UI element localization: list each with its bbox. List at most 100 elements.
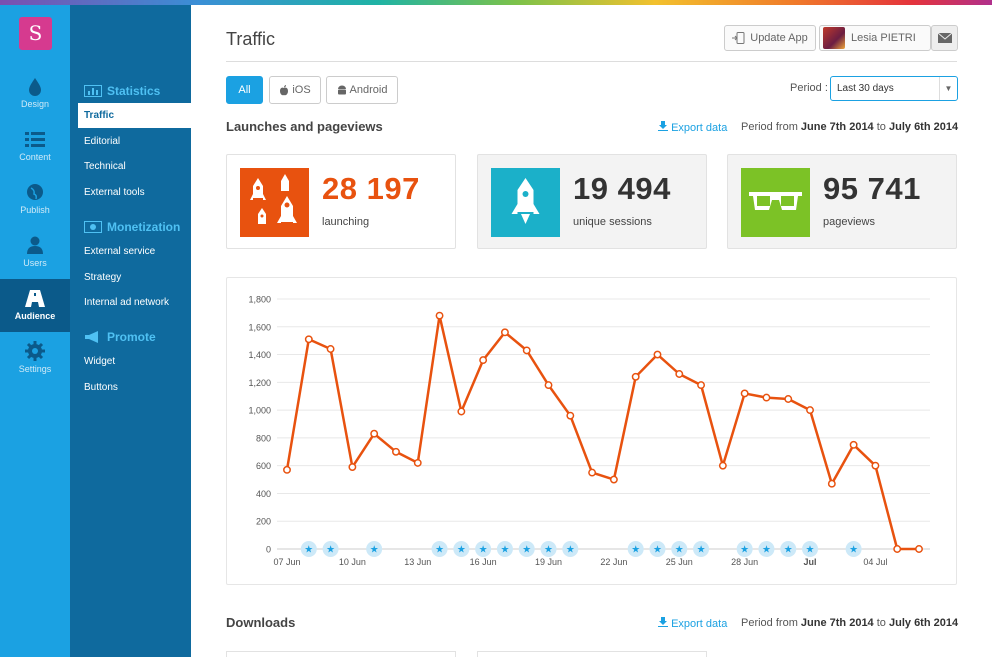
star-marker-bg <box>758 541 775 557</box>
avatar <box>823 27 845 49</box>
y-tick-label: 400 <box>256 489 271 499</box>
data-point <box>784 395 793 403</box>
rainbow-bar <box>0 0 992 5</box>
app-logo[interactable]: S <box>19 17 52 50</box>
star-marker-icon: ★ <box>522 545 531 556</box>
star-marker-icon: ★ <box>457 545 466 556</box>
period-to: July 6th 2014 <box>889 121 959 133</box>
nav-design[interactable]: Design <box>0 67 70 120</box>
subnav-traffic[interactable]: Traffic <box>78 103 191 128</box>
downloads-period: Period from June 7th 2014 to July 6th 20… <box>741 617 958 629</box>
star-marker-bg <box>496 541 513 557</box>
series-line <box>285 314 919 551</box>
star-marker-icon: ★ <box>544 545 553 556</box>
nav-content[interactable]: Content <box>0 120 70 173</box>
data-point <box>326 345 335 353</box>
period-to-word: to <box>876 121 886 133</box>
x-tick-label: Jul <box>804 557 817 567</box>
star-marker-bg <box>540 541 557 557</box>
nav-audience[interactable]: Audience <box>0 279 70 332</box>
subnav-external-tools[interactable]: External tools <box>84 187 145 198</box>
star-marker-bg <box>671 541 688 557</box>
stat-value: 28 197 <box>322 171 420 206</box>
y-tick-label: 1,800 <box>248 295 271 305</box>
x-tick-label: 13 Jun <box>404 557 431 567</box>
nav-users[interactable]: Users <box>0 226 70 279</box>
x-tick-label: 28 Jun <box>731 557 758 567</box>
filter-label: iOS <box>292 84 311 96</box>
star-marker-bg <box>780 541 797 557</box>
star-marker-icon: ★ <box>784 545 793 556</box>
x-tick-label: 25 Jun <box>666 557 693 567</box>
star-marker-icon: ★ <box>653 545 662 556</box>
page-title: Traffic <box>226 29 276 49</box>
rockets-icon <box>240 168 309 237</box>
y-tick-label: 200 <box>256 517 271 527</box>
section-title: Promote <box>107 330 156 344</box>
data-point <box>435 311 444 320</box>
y-tick-label: 0 <box>266 545 271 555</box>
nav-settings[interactable]: Settings <box>0 332 70 385</box>
rocket-icon <box>491 168 560 237</box>
data-point <box>522 346 531 355</box>
data-point <box>304 335 313 344</box>
nav-label: Design <box>20 99 49 109</box>
star-marker-bg <box>802 541 819 557</box>
data-point <box>915 545 923 553</box>
period-label: Period : <box>790 82 828 94</box>
subnav-internal-ad-network[interactable]: Internal ad network <box>84 297 170 308</box>
nav-label: Settings <box>18 364 52 374</box>
x-tick-label: 04 Jul <box>863 557 887 567</box>
section-title: Statistics <box>107 84 161 98</box>
stat-card-pageviews: 95 741 pageviews <box>727 154 957 249</box>
period-value: Last 30 days <box>837 83 894 94</box>
filter-ios[interactable]: iOS <box>269 76 321 104</box>
subnav-editorial[interactable]: Editorial <box>84 136 121 147</box>
subnav-widget[interactable]: Widget <box>84 356 116 367</box>
download-icon <box>658 617 668 627</box>
data-point <box>392 447 400 456</box>
filter-android[interactable]: Android <box>326 76 398 104</box>
star-marker-bg <box>627 541 644 557</box>
filter-label: Android <box>349 84 388 96</box>
star-marker-icon: ★ <box>304 545 313 556</box>
period-prefix: Period from <box>741 121 798 133</box>
star-marker-icon: ★ <box>806 545 815 556</box>
downloads-export-link[interactable]: Export data <box>658 617 727 630</box>
user-menu[interactable]: Lesia PIETRI <box>819 25 931 51</box>
data-point <box>871 461 880 470</box>
filter-all[interactable]: All <box>226 76 263 104</box>
glasses-icon <box>741 168 810 237</box>
secondary-sidebar: Statistics Traffic Editorial Technical E… <box>70 5 191 657</box>
y-tick-label: 1,200 <box>248 378 271 388</box>
subnav-technical[interactable]: Technical <box>84 161 126 172</box>
period-select[interactable]: Last 30 days ▼ <box>830 76 958 101</box>
update-app-button[interactable]: Update App <box>724 25 816 51</box>
x-tick-label: 07 Jun <box>273 557 300 567</box>
star-marker-bg <box>453 541 470 557</box>
star-marker-icon: ★ <box>675 545 684 556</box>
stat-label: pageviews <box>823 216 875 228</box>
statistics-heading: Statistics <box>84 82 160 100</box>
subnav-buttons[interactable]: Buttons <box>84 382 118 393</box>
data-point <box>827 479 836 488</box>
data-point <box>675 370 684 378</box>
nav-publish[interactable]: Publish <box>0 173 70 226</box>
star-marker-icon: ★ <box>631 545 640 556</box>
y-tick-label: 1,600 <box>248 322 271 332</box>
nav-label: Users <box>23 258 47 268</box>
subnav-strategy[interactable]: Strategy <box>84 272 122 283</box>
star-marker-icon: ★ <box>435 545 444 556</box>
stat-card-sessions: 19 494 unique sessions <box>477 154 707 249</box>
data-point <box>588 468 597 477</box>
stat-label: unique sessions <box>573 216 652 228</box>
downloads-card <box>477 651 707 657</box>
mail-button[interactable] <box>931 25 958 51</box>
launches-period: Period from June 7th 2014 to July 6th 20… <box>741 121 958 133</box>
export-data-link[interactable]: Export data <box>658 121 727 134</box>
stat-label: launching <box>322 216 370 228</box>
subnav-external-service[interactable]: External service <box>84 246 156 257</box>
promote-heading: Promote <box>84 328 156 346</box>
star-marker-bg <box>736 541 753 557</box>
road-icon <box>25 290 45 307</box>
